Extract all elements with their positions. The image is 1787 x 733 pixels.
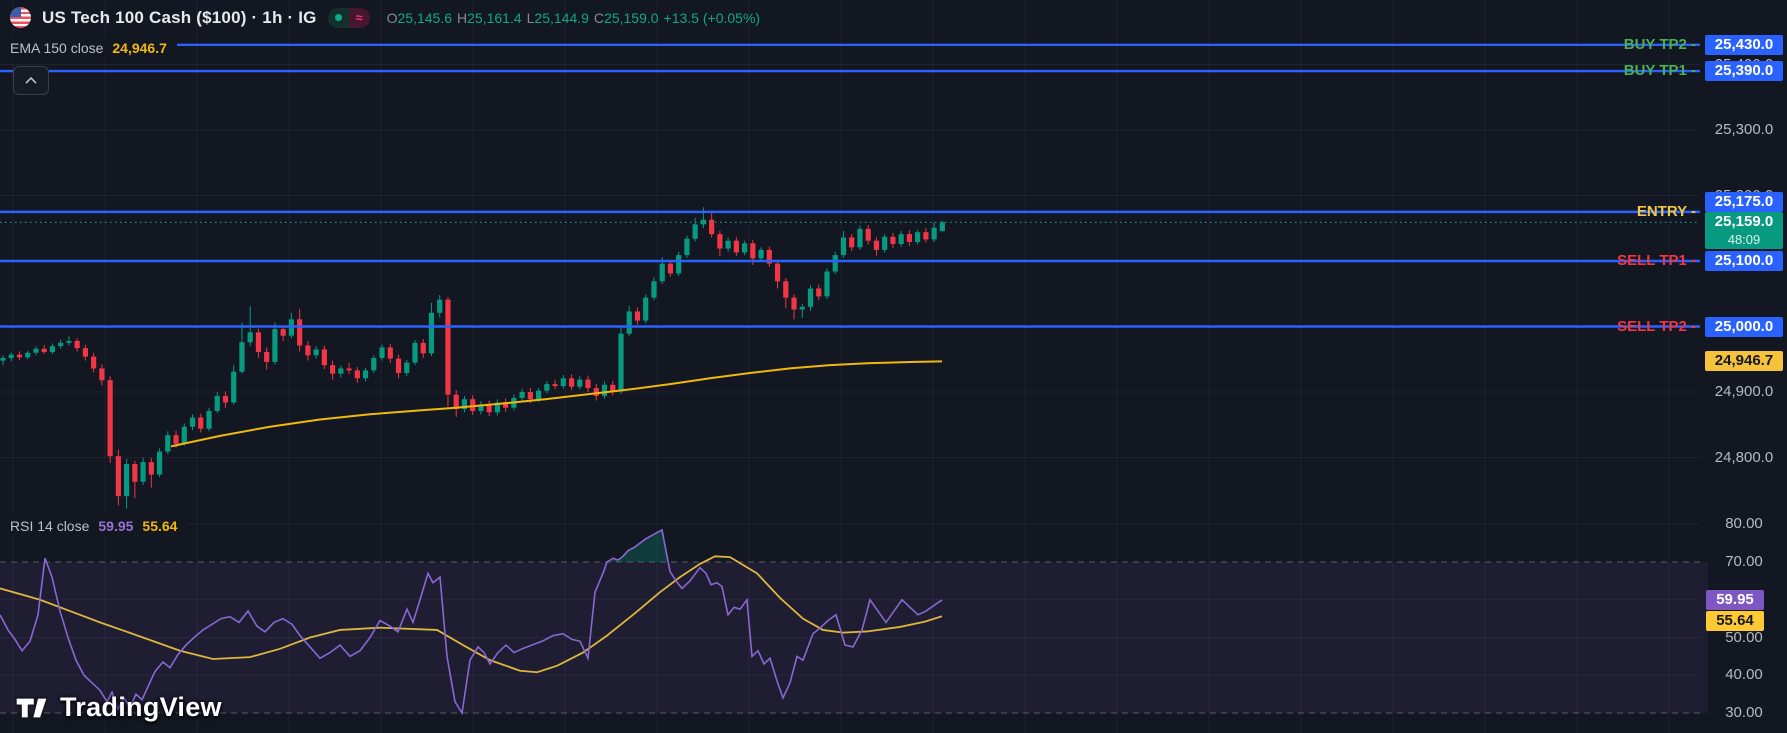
chart-header: US Tech 100 Cash ($100) · 1h · IG ≈ O 25,… bbox=[10, 7, 760, 28]
low-label: L bbox=[526, 9, 535, 26]
rsi-legend[interactable]: RSI 14 close 59.95 55.64 bbox=[0, 515, 188, 537]
level-price-badge: 25,430.0 bbox=[1705, 34, 1783, 55]
price-axis-label: 24,800.0 bbox=[1714, 448, 1774, 466]
current-price-value: 25,159.0 bbox=[1714, 213, 1774, 231]
ema-legend[interactable]: EMA 150 close 24,946.7 bbox=[0, 37, 177, 59]
level-price-badge: 25,175.0 bbox=[1705, 191, 1783, 212]
ema-legend-value: 24,946.7 bbox=[112, 40, 167, 56]
ema-value-badge: 24,946.7 bbox=[1705, 351, 1783, 372]
rsi-axis-label: 30.00 bbox=[1725, 704, 1763, 721]
level-label: SELL TP2 - bbox=[1617, 317, 1696, 335]
low-value: 25,144.9 bbox=[534, 9, 589, 26]
rsi-legend-label: RSI 14 close bbox=[10, 518, 90, 534]
rsi-axis-label: 40.00 bbox=[1725, 666, 1763, 684]
level-price-badge: 25,390.0 bbox=[1705, 61, 1783, 82]
level-price-badge: 25,000.0 bbox=[1705, 316, 1783, 337]
tradingview-logo-icon bbox=[14, 696, 49, 719]
level-label: BUY TP1 - bbox=[1623, 62, 1696, 80]
rsi-axis-label: 70.00 bbox=[1725, 553, 1763, 570]
level-label: BUY TP2 - bbox=[1623, 35, 1696, 53]
ema-legend-label: EMA 150 close bbox=[10, 40, 104, 56]
high-value: 25,161.4 bbox=[467, 9, 522, 26]
change-value: +13.5 (+0.05%) bbox=[663, 9, 761, 26]
collapse-pane-button[interactable] bbox=[13, 66, 49, 95]
open-label: O bbox=[386, 9, 398, 26]
close-value: 25,159.0 bbox=[604, 9, 659, 26]
notification-wave-icon: ≈ bbox=[348, 7, 370, 28]
level-label: SELL TP1 - bbox=[1617, 252, 1696, 269]
level-price-badge: 25,100.0 bbox=[1705, 251, 1783, 271]
us-flag-icon bbox=[10, 7, 31, 28]
rsi-axis-label: 50.00 bbox=[1725, 628, 1763, 646]
current-price-badge: 25,159.0 48:09 bbox=[1705, 212, 1783, 250]
rsi-ma-legend-value: 55.64 bbox=[142, 518, 178, 534]
bar-countdown: 48:09 bbox=[1727, 232, 1761, 248]
symbol-title[interactable]: US Tech 100 Cash ($100) · 1h · IG bbox=[42, 7, 317, 27]
tradingview-logo-text: TradingView bbox=[60, 692, 222, 722]
rsi-legend-value: 59.95 bbox=[98, 518, 134, 534]
high-label: H bbox=[457, 9, 468, 26]
ohlc-readout: O 25,145.6 H 25,161.4 L 25,144.9 C 25,159.0 … bbox=[387, 10, 760, 26]
rsi-axis-label: 80.00 bbox=[1725, 515, 1763, 533]
close-label: C bbox=[593, 9, 605, 26]
level-label: ENTRY - bbox=[1636, 202, 1696, 220]
market-status-pill[interactable]: ≈ bbox=[327, 7, 370, 28]
open-value: 25,145.6 bbox=[397, 9, 453, 26]
price-axis-label: 24,900.0 bbox=[1714, 383, 1774, 400]
chevron-up-icon bbox=[25, 77, 37, 84]
rsi-ma-value-badge: 55.64 bbox=[1706, 610, 1764, 631]
rsi-value-badge: 59.95 bbox=[1706, 589, 1764, 610]
tradingview-logo[interactable]: TradingView bbox=[14, 692, 222, 723]
market-open-dot-icon bbox=[327, 7, 349, 28]
price-axis-label: 25,300.0 bbox=[1714, 121, 1774, 138]
